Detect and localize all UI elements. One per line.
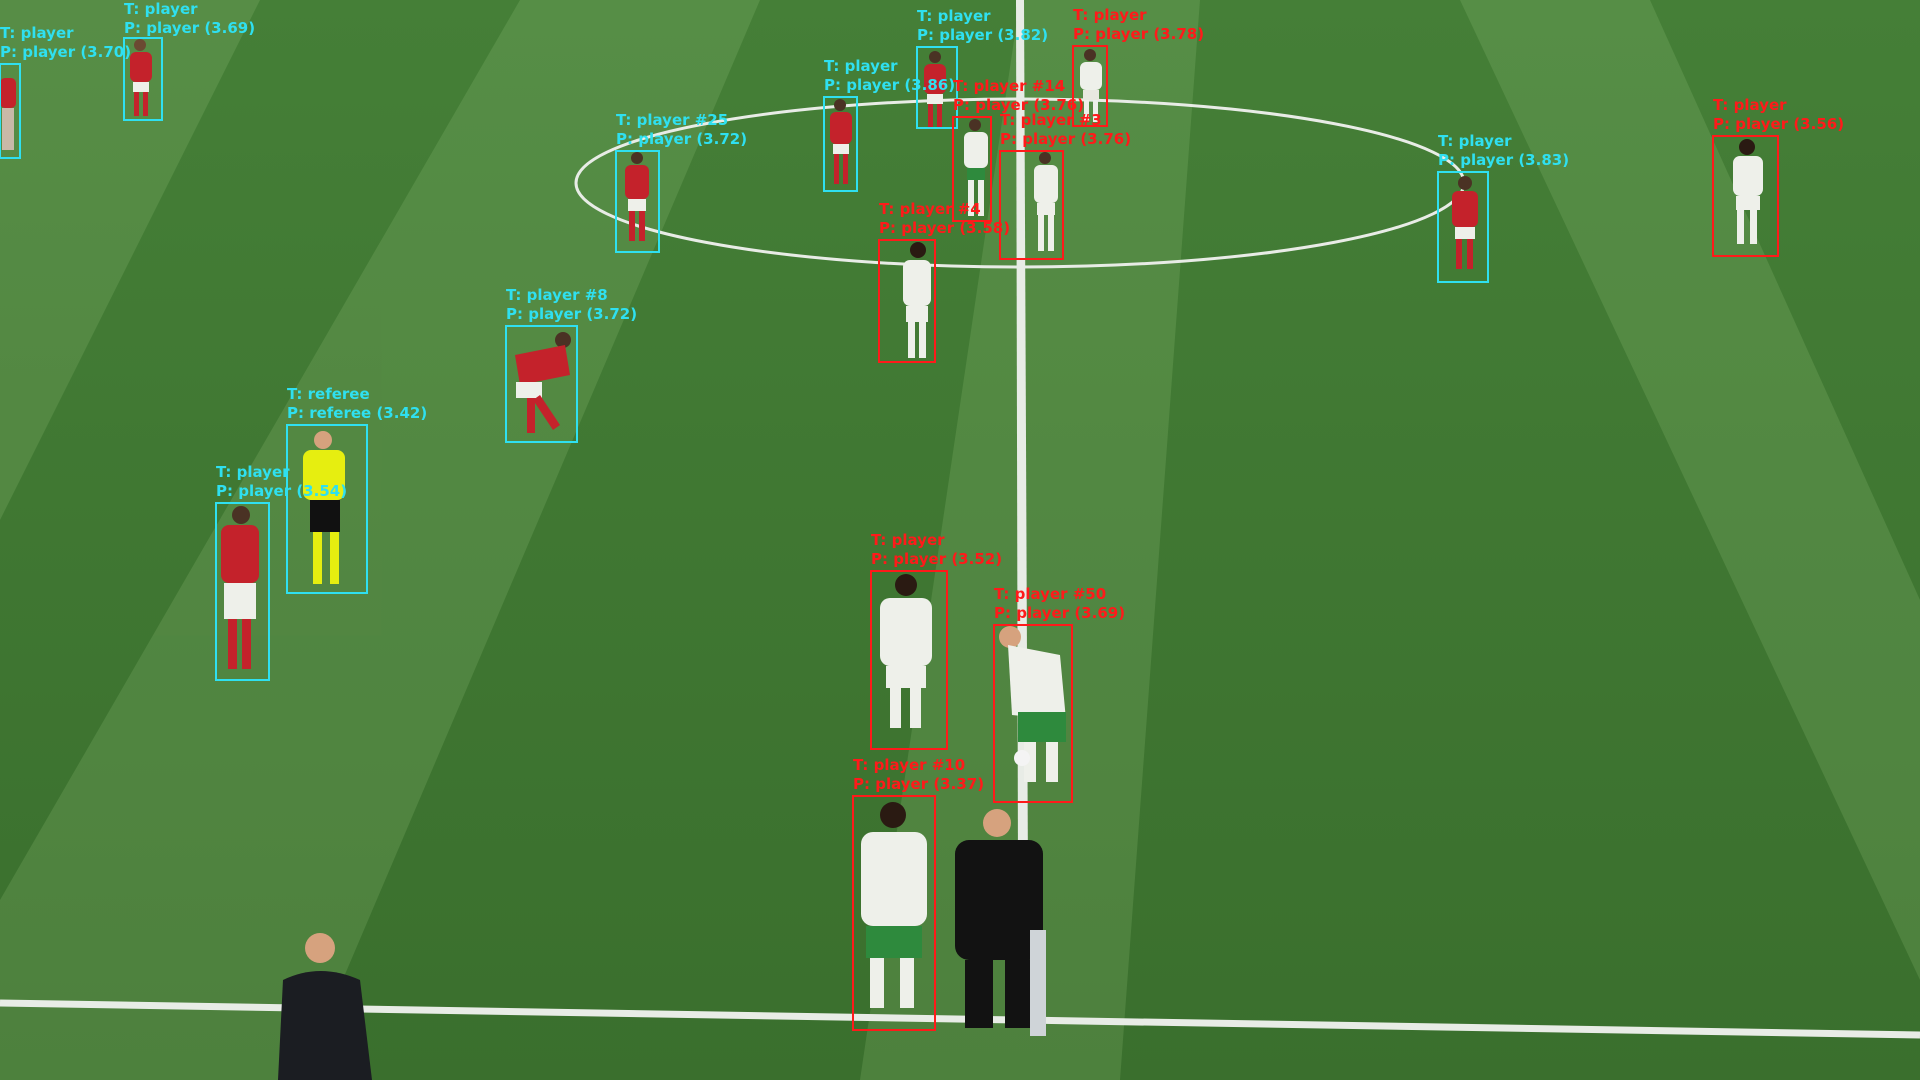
detection-label-d12: T: player #8 P: player (3.72) bbox=[506, 286, 637, 324]
person-d2 bbox=[130, 39, 152, 116]
bounding-box-d1 bbox=[0, 63, 21, 159]
prediction-text: P: player (3.72) bbox=[506, 305, 638, 323]
person-d5 bbox=[924, 51, 946, 128]
ground-truth-text: T: player bbox=[124, 0, 198, 18]
ground-truth-text: T: player #25 bbox=[616, 111, 729, 129]
official-with-board bbox=[955, 809, 1046, 1036]
detection-boxes bbox=[0, 37, 1779, 1031]
coach-bottom-left bbox=[278, 933, 372, 1080]
person-d3 bbox=[625, 152, 649, 241]
bounding-box-d14 bbox=[215, 502, 270, 681]
bounding-box-d9 bbox=[878, 239, 936, 363]
bounding-box-d13 bbox=[286, 424, 368, 594]
ground-truth-text: T: player #10 bbox=[853, 756, 966, 774]
person-d15 bbox=[880, 574, 932, 728]
bounding-box-d16 bbox=[993, 624, 1073, 803]
detection-label-d9: T: player #4 P: player (3.58) bbox=[879, 200, 1010, 238]
ground-truth-text: T: player #50 bbox=[994, 585, 1107, 603]
person-d8 bbox=[1034, 152, 1058, 251]
person-d4 bbox=[830, 99, 852, 184]
prediction-text: P: player (3.69) bbox=[124, 19, 256, 37]
prediction-text: P: player (3.72) bbox=[616, 130, 748, 148]
bounding-box-d6 bbox=[1072, 45, 1108, 127]
prediction-text: P: player (3.76) bbox=[953, 96, 1085, 114]
ground-truth-text: T: player bbox=[1438, 132, 1512, 150]
ground-truth-text: T: player bbox=[871, 531, 945, 549]
person-d10 bbox=[1452, 176, 1478, 269]
ground-truth-text: T: player bbox=[824, 57, 898, 75]
person-d11 bbox=[1733, 139, 1763, 244]
person-d12 bbox=[515, 332, 571, 433]
detection-label-d3: T: player #25 P: player (3.72) bbox=[616, 111, 747, 149]
detection-label-d14: T: player P: player (3.54) bbox=[216, 463, 347, 501]
person-d7 bbox=[964, 119, 988, 216]
person-d17 bbox=[861, 802, 927, 1008]
bounding-box-d4 bbox=[823, 96, 858, 192]
person-d14 bbox=[221, 506, 259, 669]
detection-label-d4: T: player P: player (3.86) bbox=[824, 57, 955, 95]
ground-truth-text: T: player #8 bbox=[506, 286, 608, 304]
bounding-box-d2 bbox=[123, 37, 163, 121]
detection-label-d16: T: player #50 P: player (3.69) bbox=[994, 585, 1125, 623]
detection-label-d5: T: player P: player (3.82) bbox=[917, 7, 1048, 45]
detection-label-d17: T: player #10 P: player (3.37) bbox=[853, 756, 984, 794]
ground-truth-text: T: player #4 bbox=[879, 200, 981, 218]
bounding-box-d11 bbox=[1712, 135, 1779, 257]
ground-truth-text: T: player #14 bbox=[953, 77, 1066, 95]
bounding-box-d17 bbox=[852, 795, 936, 1031]
ground-truth-text: T: player #3 bbox=[1000, 111, 1102, 129]
prediction-text: P: referee (3.42) bbox=[287, 404, 428, 422]
bounding-box-d8 bbox=[999, 150, 1064, 260]
person-d16 bbox=[999, 626, 1066, 782]
prediction-text: P: player (3.56) bbox=[1713, 115, 1845, 133]
person-d13 bbox=[303, 431, 345, 584]
prediction-text: P: player (3.69) bbox=[994, 604, 1126, 622]
detection-label-d6: T: player P: player (3.78) bbox=[1073, 6, 1204, 44]
ground-truth-text: T: player bbox=[1713, 96, 1787, 114]
detection-label-d2: T: player P: player (3.69) bbox=[124, 0, 255, 38]
prediction-text: P: player (3.76) bbox=[1000, 130, 1132, 148]
prediction-text: P: player (3.78) bbox=[1073, 25, 1205, 43]
bounding-box-d3 bbox=[615, 150, 660, 253]
detection-label-d10: T: player P: player (3.83) bbox=[1438, 132, 1569, 170]
person-d1 bbox=[0, 78, 16, 150]
ground-truth-text: T: player bbox=[216, 463, 290, 481]
detection-label-d13: T: referee P: referee (3.42) bbox=[287, 385, 427, 423]
detection-label-d7: T: player #14 P: player (3.76) bbox=[953, 77, 1084, 115]
detection-label-d11: T: player P: player (3.56) bbox=[1713, 96, 1844, 134]
prediction-text: P: player (3.52) bbox=[871, 550, 1003, 568]
person-d9 bbox=[903, 242, 931, 358]
ground-truth-text: T: referee bbox=[287, 385, 370, 403]
ground-truth-text: T: player bbox=[917, 7, 991, 25]
prediction-text: P: player (3.82) bbox=[917, 26, 1049, 44]
bounding-box-d7 bbox=[952, 116, 992, 222]
prediction-text: P: player (3.83) bbox=[1438, 151, 1570, 169]
bounding-box-d10 bbox=[1437, 171, 1489, 283]
prediction-text: P: player (3.70) bbox=[0, 43, 132, 61]
prediction-text: P: player (3.58) bbox=[879, 219, 1011, 237]
bounding-box-d5 bbox=[916, 46, 958, 129]
ground-truth-text: T: player bbox=[1073, 6, 1147, 24]
detection-label-d1: T: player P: player (3.70) bbox=[0, 24, 131, 62]
bounding-box-d15 bbox=[870, 570, 948, 750]
bounding-box-d12 bbox=[505, 325, 578, 443]
person-d6 bbox=[1080, 49, 1102, 122]
prediction-text: P: player (3.37) bbox=[853, 775, 985, 793]
prediction-text: P: player (3.86) bbox=[824, 76, 956, 94]
prediction-text: P: player (3.54) bbox=[216, 482, 348, 500]
ground-truth-text: T: player bbox=[0, 24, 74, 42]
detection-label-d8: T: player #3 P: player (3.76) bbox=[1000, 111, 1131, 149]
detection-label-d15: T: player P: player (3.52) bbox=[871, 531, 1002, 569]
